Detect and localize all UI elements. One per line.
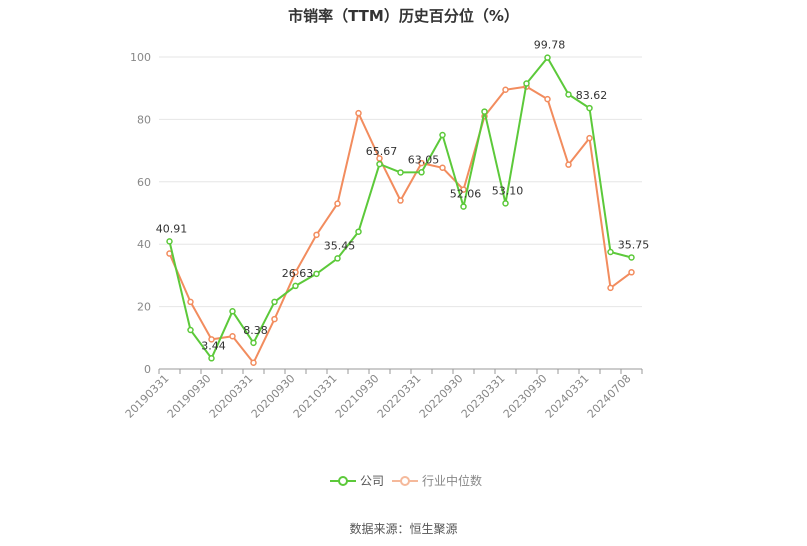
x-tick-label: 20240708 <box>585 372 634 421</box>
data-point <box>271 298 278 306</box>
data-point <box>355 109 362 117</box>
data-point <box>565 91 572 98</box>
data-point <box>460 203 467 210</box>
data-label: 63.05 <box>408 153 440 166</box>
data-point <box>376 160 383 168</box>
data-label: 99.78 <box>534 39 566 52</box>
data-point <box>439 164 446 172</box>
data-point <box>418 169 425 176</box>
series-industry <box>166 83 635 367</box>
data-point <box>544 95 551 103</box>
data-point <box>544 54 551 61</box>
y-tick-label: 20 <box>137 301 151 314</box>
data-point <box>187 298 194 306</box>
data-label: 83.62 <box>576 89 608 102</box>
y-tick-label: 40 <box>137 238 151 251</box>
y-tick-label: 80 <box>137 113 151 126</box>
line-chart: 0 20 40 60 80 100 2019033120190930202003312020… <box>123 39 650 421</box>
data-point <box>334 200 341 207</box>
data-point <box>271 315 278 323</box>
legend-industry-icon <box>392 475 418 486</box>
data-point <box>586 104 593 112</box>
data-point <box>607 248 614 256</box>
data-point <box>250 359 257 367</box>
data-label: 53.10 <box>492 184 524 197</box>
legend: 公司 行业中位数 <box>0 472 807 492</box>
x-tick-label: 20230331 <box>459 372 508 421</box>
x-tick-label: 20210930 <box>333 372 382 421</box>
data-source: 数据来源：恒生聚源 <box>349 522 458 536</box>
data-point <box>229 332 236 340</box>
data-point <box>481 108 488 115</box>
x-tick-label: 20190331 <box>123 372 172 421</box>
x-tick-label: 20200331 <box>207 372 256 421</box>
data-point <box>523 80 530 87</box>
data-point <box>292 269 299 276</box>
data-label: 3.44 <box>201 339 226 352</box>
data-point <box>460 186 467 193</box>
data-point <box>334 255 341 262</box>
x-tick-label: 20240331 <box>543 372 592 421</box>
data-point <box>397 197 404 204</box>
data-label: 40.91 <box>156 222 188 235</box>
chart-title: 市销率（TTM）历史百分位（%） <box>288 7 519 25</box>
data-point <box>355 228 362 235</box>
data-point <box>418 159 425 167</box>
data-point <box>397 169 404 176</box>
data-point <box>229 308 236 315</box>
data-label: 8.38 <box>243 324 268 337</box>
data-point <box>628 269 635 276</box>
y-tick-label: 100 <box>130 51 151 64</box>
data-point <box>208 336 215 343</box>
series-line <box>168 56 632 360</box>
data-point <box>628 254 635 261</box>
data-point <box>313 231 320 239</box>
data-label: 65.67 <box>366 145 398 158</box>
data-point <box>502 86 509 94</box>
data-label: 26.63 <box>282 267 314 280</box>
data-point <box>208 355 215 362</box>
data-point <box>166 238 173 245</box>
y-tick-label: 0 <box>144 363 151 376</box>
data-point <box>502 200 509 207</box>
x-tick-label: 20220331 <box>375 372 424 421</box>
x-tick-label: 20210331 <box>291 372 340 421</box>
data-label: 35.75 <box>618 238 650 251</box>
series-company <box>166 54 635 362</box>
x-tick-label: 20190930 <box>165 372 214 421</box>
data-point <box>250 339 257 347</box>
x-tick-label: 20200930 <box>249 372 298 421</box>
data-point <box>187 326 194 334</box>
data-label: 52.06 <box>450 188 482 201</box>
legend-industry-label: 行业中位数 <box>422 474 483 488</box>
data-point <box>565 161 572 168</box>
legend-item-industry[interactable]: 行业中位数 <box>392 472 482 489</box>
data-point <box>586 134 593 142</box>
x-tick-label: 20230930 <box>501 372 550 421</box>
data-point <box>607 284 614 292</box>
data-point <box>292 282 299 290</box>
data-point <box>439 131 446 139</box>
legend-company-label: 公司 <box>360 474 385 488</box>
data-point <box>313 270 320 278</box>
y-tick-label: 60 <box>137 176 151 189</box>
legend-item-company[interactable]: 公司 <box>330 472 384 489</box>
x-tick-label: 20220930 <box>417 372 466 421</box>
data-label: 35.45 <box>324 239 356 252</box>
legend-company-icon <box>330 475 356 486</box>
